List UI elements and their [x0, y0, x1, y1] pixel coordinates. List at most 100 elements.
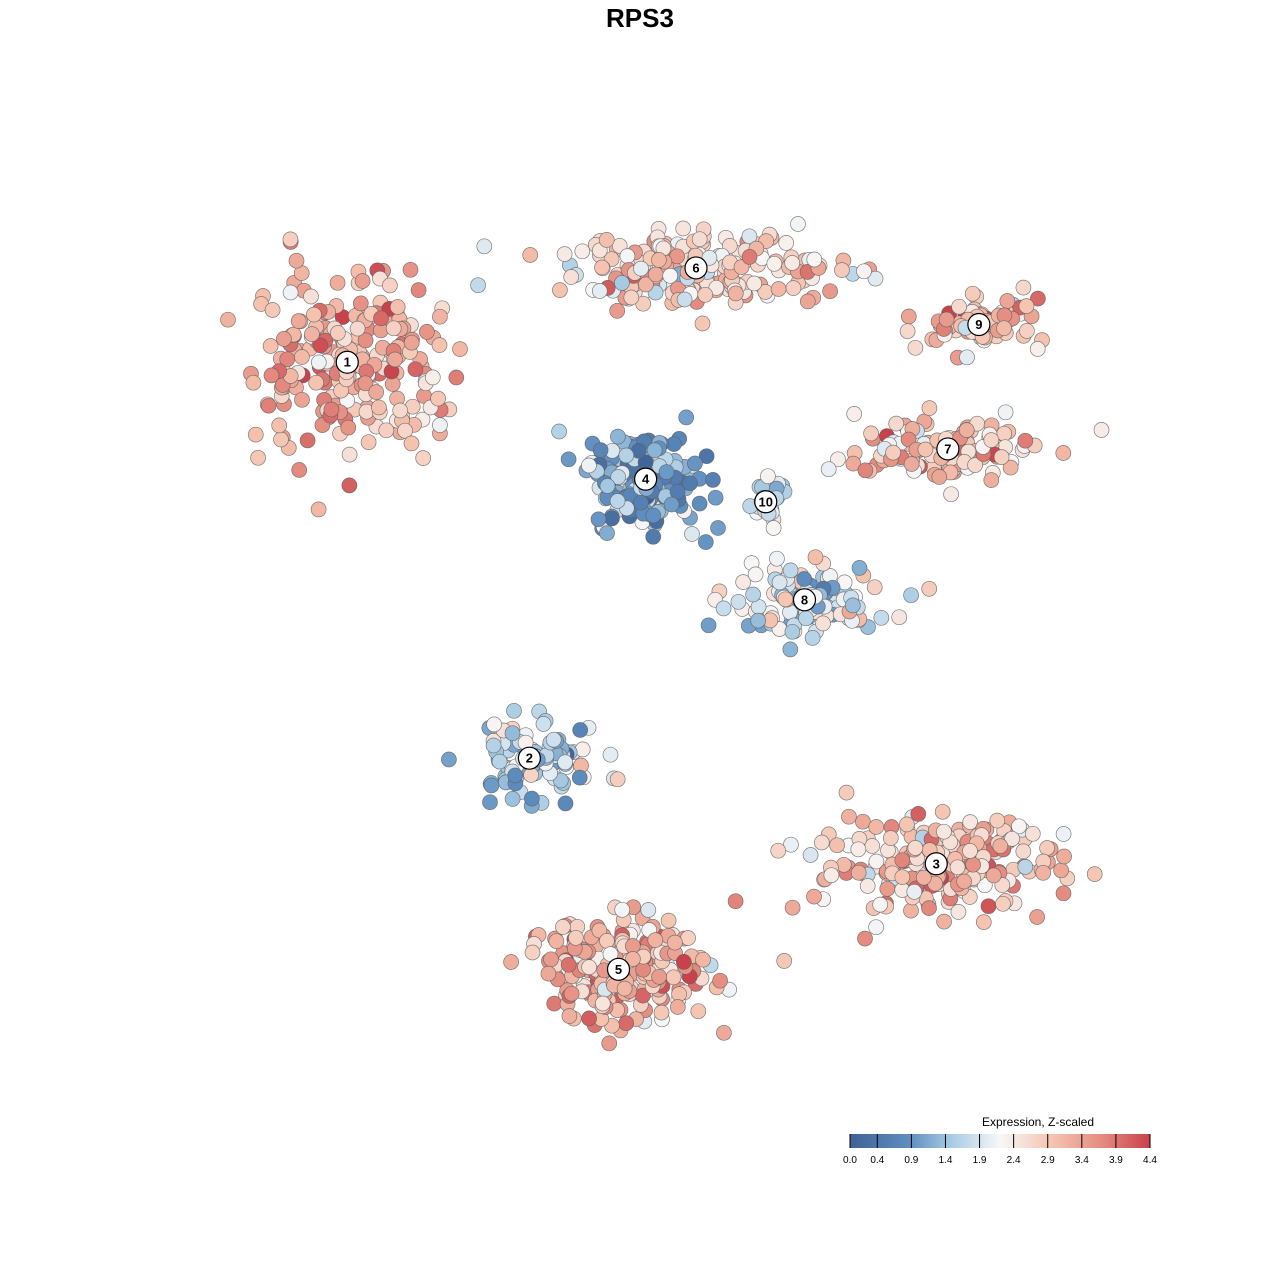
cell-point — [680, 930, 696, 946]
cluster-label-text: 6 — [692, 260, 699, 275]
cell-point — [271, 417, 288, 434]
cell-point — [574, 243, 591, 260]
cell-point — [330, 325, 346, 341]
cell-point — [604, 510, 620, 527]
cluster-label-bubble — [936, 437, 960, 461]
cell-point — [741, 228, 758, 245]
cell-point — [1029, 909, 1045, 925]
cell-point — [560, 956, 577, 973]
chart-title: RPS3 — [606, 3, 674, 33]
cell-point — [907, 840, 924, 856]
cell-point — [568, 929, 584, 946]
cell-point — [402, 261, 419, 278]
cell-point — [245, 374, 262, 391]
cell-point — [695, 951, 711, 968]
cell-point — [727, 285, 744, 302]
cluster-label-8: 8 — [792, 588, 817, 612]
cell-point — [262, 338, 279, 354]
cell-point — [798, 610, 814, 627]
cell-point — [419, 324, 435, 340]
cell-point — [873, 609, 890, 626]
color-legend: Expression, Z-scaled 0.0 0.4 0.9 1.4 1.9 2.4 2… — [843, 1115, 1157, 1166]
cell-point — [802, 847, 819, 863]
cell-point — [976, 877, 993, 894]
cell-point — [746, 275, 763, 292]
cell-point — [276, 331, 292, 347]
cell-point — [609, 302, 626, 319]
cell-point — [543, 951, 559, 968]
cell-point — [777, 591, 794, 608]
cell-point — [557, 795, 574, 812]
cell-point — [546, 995, 563, 1012]
cluster-label-6: 6 — [684, 256, 708, 280]
legend-tick-label: 2.4 — [1007, 1155, 1021, 1166]
cell-point — [651, 968, 667, 985]
cell-point — [834, 262, 850, 278]
cell-point — [329, 274, 346, 291]
cell-point — [619, 248, 636, 264]
cell-point — [669, 483, 686, 500]
cluster-label-bubble — [335, 350, 359, 374]
cell-point — [548, 933, 565, 950]
cell-point — [360, 434, 377, 451]
cell-point — [885, 444, 901, 461]
cell-point — [747, 566, 764, 583]
cell-point — [441, 751, 457, 768]
cell-point — [938, 311, 955, 328]
cell-point — [980, 898, 997, 915]
cell-point — [504, 791, 521, 807]
cell-point — [806, 888, 822, 905]
cell-point — [950, 904, 967, 920]
cell-point — [323, 401, 340, 418]
cluster-label-text: 2 — [526, 751, 533, 766]
cell-point — [921, 900, 937, 916]
cell-point — [1024, 825, 1041, 842]
cell-point — [660, 912, 677, 929]
cell-point — [691, 495, 708, 512]
cell-point — [430, 390, 446, 407]
cell-point — [823, 867, 840, 884]
cell-point — [645, 507, 662, 524]
cell-point — [844, 597, 861, 614]
cell-point — [523, 767, 539, 783]
cell-point — [766, 255, 783, 272]
cell-point — [770, 281, 787, 297]
cell-point — [745, 586, 761, 603]
cell-point — [675, 220, 692, 237]
cell-point — [540, 965, 557, 982]
cell-point — [581, 1010, 597, 1027]
cell-point — [992, 838, 1009, 854]
cell-point — [735, 574, 752, 590]
cluster-label-4: 4 — [634, 467, 658, 491]
cell-point — [378, 422, 395, 439]
cell-point — [357, 332, 374, 349]
cell-point — [556, 246, 573, 262]
cell-point — [678, 409, 695, 426]
cell-point — [574, 741, 591, 758]
cell-point — [485, 737, 502, 754]
cell-point — [507, 767, 524, 784]
cell-point — [349, 320, 366, 337]
cell-point — [340, 419, 357, 436]
cell-point — [503, 954, 519, 970]
cell-point — [958, 422, 975, 438]
cell-point — [594, 259, 610, 276]
cell-point — [563, 985, 580, 1002]
cell-point — [1055, 445, 1072, 461]
cell-point — [769, 550, 785, 567]
cell-point — [625, 951, 641, 967]
cell-point — [838, 784, 855, 801]
cell-point — [850, 841, 867, 858]
cell-point — [899, 323, 916, 340]
cell-point — [291, 462, 308, 478]
cluster-label-bubble — [754, 490, 778, 514]
cell-point — [855, 813, 871, 830]
cluster-label-text: 8 — [801, 592, 808, 607]
cell-point — [563, 269, 580, 285]
cell-point — [782, 562, 799, 579]
cell-point — [1086, 866, 1103, 882]
cluster-label-7: 7 — [936, 437, 960, 461]
cell-point — [260, 397, 277, 414]
cluster-label-bubble — [684, 256, 708, 280]
